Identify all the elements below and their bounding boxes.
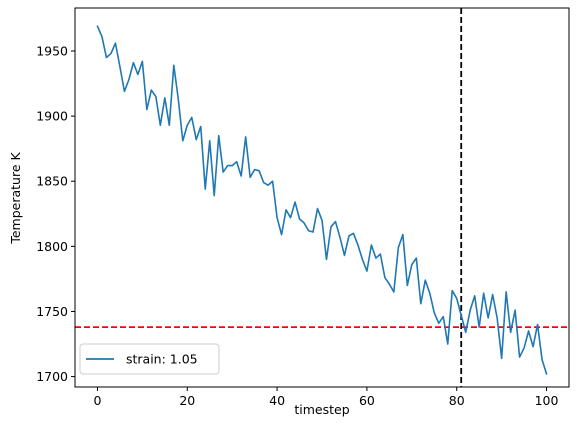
legend-box	[79, 343, 220, 375]
plot-area	[75, 8, 569, 387]
x-tick-label: 0	[93, 393, 101, 408]
y-axis-label: Temperature K	[8, 152, 23, 245]
x-tick-label: 20	[179, 393, 195, 408]
x-tick-label: 80	[449, 393, 465, 408]
y-tick-label: 1850	[36, 174, 68, 189]
y-tick-label: 1900	[36, 109, 68, 124]
legend: strain: 1.05	[79, 343, 220, 375]
x-tick-label: 60	[359, 393, 375, 408]
x-axis-label: timestep	[294, 402, 349, 417]
legend-label: strain: 1.05	[126, 352, 198, 367]
x-tick-label: 100	[535, 393, 559, 408]
x-tick-label: 40	[269, 393, 285, 408]
series-points	[97, 26, 547, 374]
y-tick-label: 1800	[36, 239, 68, 254]
plot-frame	[74, 7, 570, 388]
y-tick-label: 1950	[36, 43, 68, 58]
y-tick-label: 1700	[36, 369, 68, 384]
y-tick-label: 1750	[36, 304, 68, 319]
